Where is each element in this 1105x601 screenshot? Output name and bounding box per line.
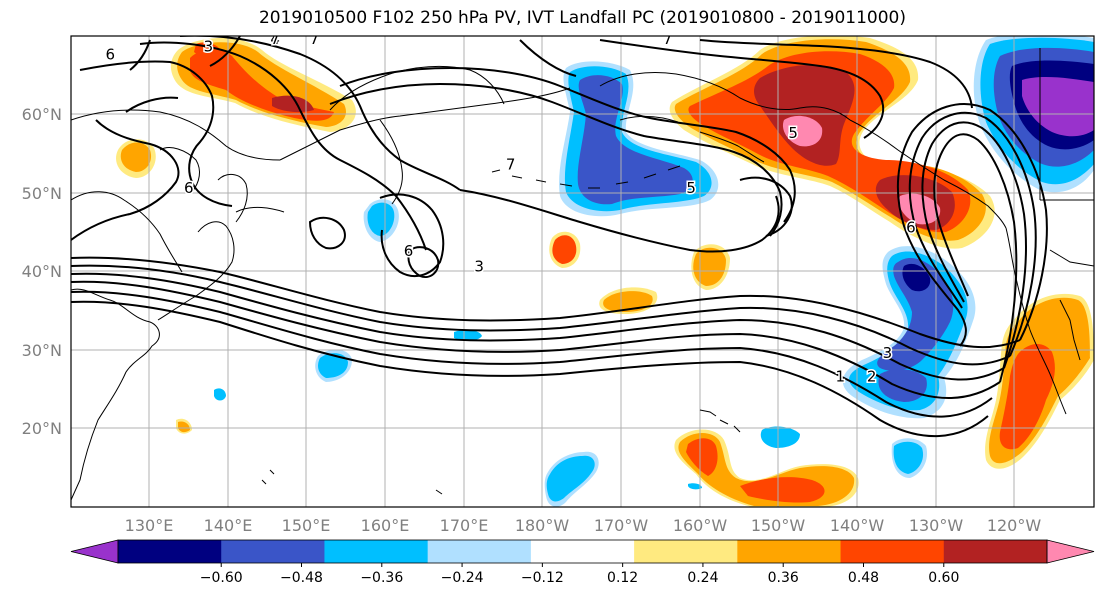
lon-label-170e: 170°E: [440, 516, 489, 535]
contour-label: 5: [788, 124, 798, 142]
colorbar-swatch: [221, 540, 325, 563]
contour-label: 7: [310, 30, 320, 48]
colorbar-tick-label: −0.24: [441, 570, 484, 586]
contour-label: 2: [867, 367, 877, 385]
contour-label: 5: [686, 179, 696, 197]
contour-label: 3: [474, 258, 484, 276]
contour-label: 6: [906, 218, 916, 236]
lon-label-140w: 140°W: [830, 516, 885, 535]
colorbar: −0.60 −0.48 −0.36 −0.24 −0.12 0.12 0.24 0.36 0.4…: [70, 539, 1095, 586]
contour-label: 3: [204, 38, 214, 56]
lon-label-130w: 130°W: [909, 516, 964, 535]
contour-label: 6: [184, 179, 194, 197]
colorbar-swatch: [737, 540, 842, 563]
lat-label-40n: 40°N: [22, 262, 62, 281]
colorbar-tick-label: −0.60: [200, 570, 243, 586]
lon-label-140e: 140°E: [204, 516, 253, 535]
colorbar-tick-label: 0.48: [848, 570, 879, 586]
contour-label: 6: [404, 242, 414, 260]
colorbar-tick-label: −0.12: [521, 570, 564, 586]
lon-label-150e: 150°E: [282, 516, 331, 535]
lon-label-150w: 150°W: [751, 516, 806, 535]
colorbar-tick-label: 0.60: [928, 570, 959, 586]
lat-label-60n: 60°N: [22, 105, 62, 124]
contour-label: 6: [105, 46, 115, 64]
contour-label: 3: [883, 344, 893, 362]
lon-label-130e: 130°E: [125, 516, 174, 535]
ivt-contours: [71, 36, 1048, 437]
colorbar-swatch: [118, 540, 222, 563]
colorbar-swatch: [530, 540, 635, 563]
colorbar-extend-high: [1046, 539, 1095, 564]
contour-label: 7: [663, 30, 673, 48]
colorbar-tick-label: −0.48: [280, 570, 323, 586]
colorbar-tick-label: 0.24: [687, 570, 718, 586]
colorbar-swatch: [943, 540, 1048, 563]
colorbar-tick-label: 0.36: [768, 570, 799, 586]
colorbar-tick-label: 0.12: [607, 570, 638, 586]
map-frame: [70, 35, 1095, 508]
colorbar-tick-label: −0.36: [360, 570, 403, 586]
lat-label-50n: 50°N: [22, 184, 62, 203]
lat-label-30n: 30°N: [22, 341, 62, 360]
colorbar-swatch: [840, 540, 945, 563]
lon-label-120w: 120°W: [987, 516, 1042, 535]
colorbar-swatch: [427, 540, 532, 563]
lon-label-160e: 160°E: [361, 516, 410, 535]
lon-label-170w: 170°W: [594, 516, 649, 535]
colorbar-frame: [117, 539, 1048, 564]
colorbar-extend-low: [70, 539, 119, 564]
contour-label: 7: [270, 30, 280, 48]
contour-label: 7: [506, 155, 516, 173]
contour-label: 1: [836, 367, 846, 385]
lat-label-20n: 20°N: [22, 419, 62, 438]
longitude-labels: 130°E 140°E 150°E 160°E 170°E 180°W 170°…: [125, 516, 1042, 535]
contour-label: 4: [270, 30, 280, 48]
lon-label-180w: 180°W: [515, 516, 570, 535]
map-title: 2019010500 F102 250 hPa PV, IVT Landfall…: [258, 8, 906, 28]
lon-label-160w: 160°W: [673, 516, 728, 535]
latitude-labels: 60°N 50°N 40°N 30°N 20°N: [22, 105, 62, 438]
colorbar-swatch: [634, 540, 738, 563]
colorbar-swatch: [324, 540, 429, 563]
